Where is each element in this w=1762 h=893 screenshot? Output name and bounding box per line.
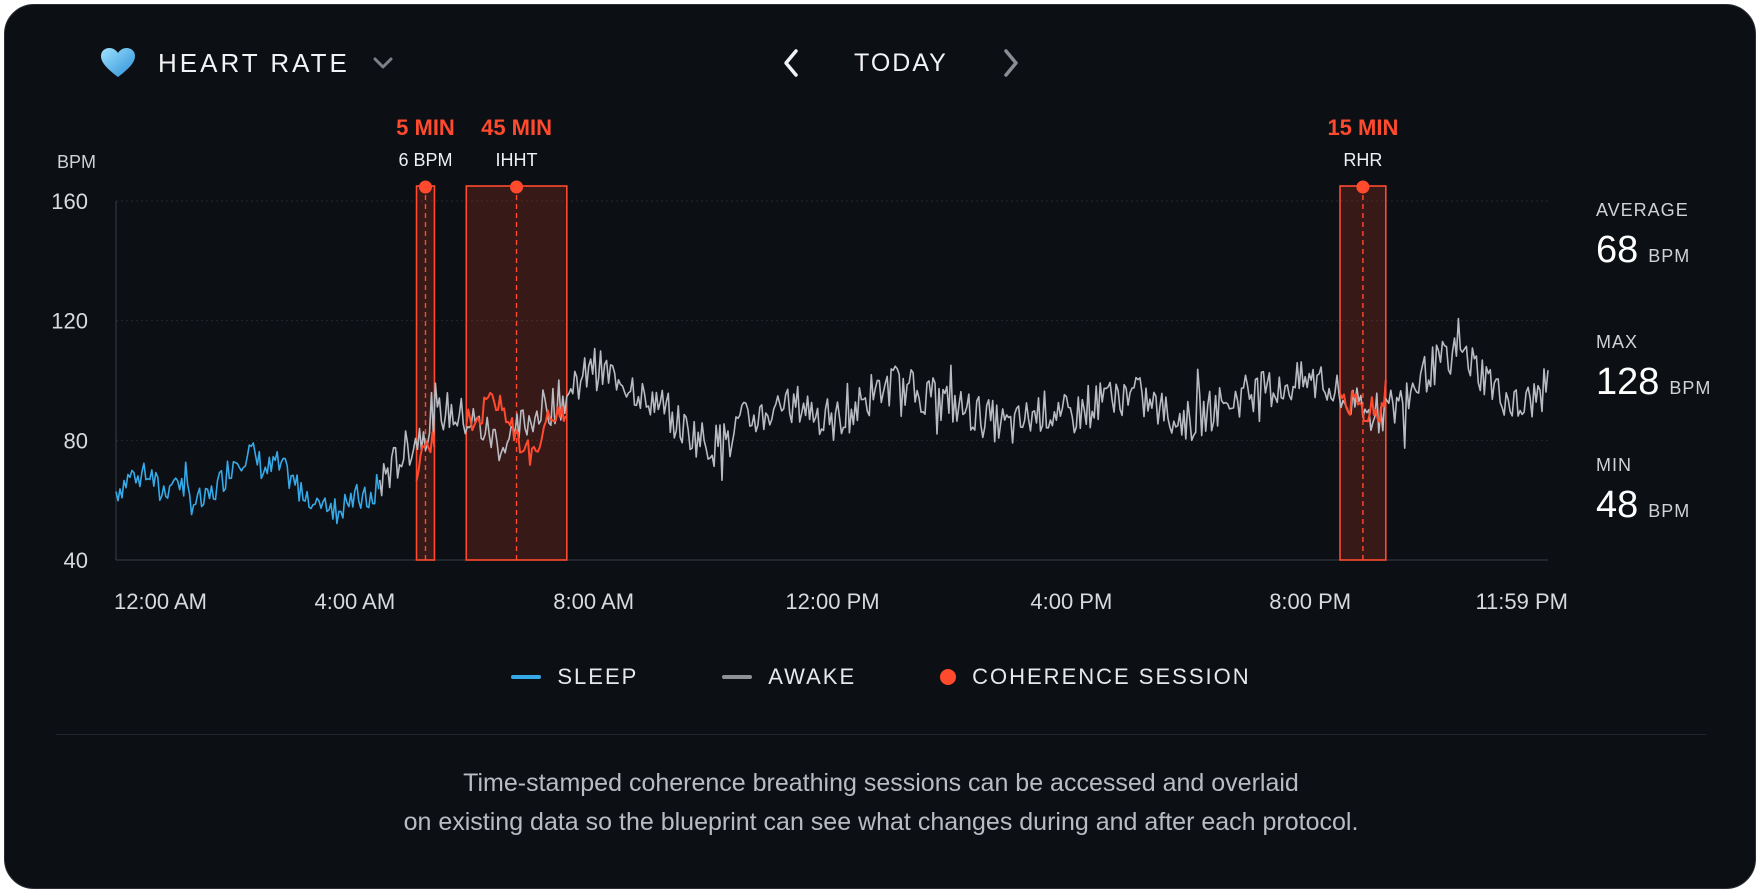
chevron-down-icon[interactable] (372, 56, 394, 70)
metric-selector[interactable]: HEART RATE (100, 38, 394, 88)
chart-grid (115, 200, 1548, 561)
session-duration-label: 5 MIN (396, 115, 455, 140)
x-tick-label: 8:00 AM (553, 589, 634, 614)
stat-min-unit: BPM (1648, 501, 1691, 521)
chart-legend: SLEEP AWAKE COHERENCE SESSION (0, 664, 1762, 690)
date-navigation: TODAY (780, 38, 1022, 88)
x-tick-label: 12:00 AM (114, 589, 207, 614)
y-axis-label: BPM (57, 152, 96, 172)
caption-line-1: Time-stamped coherence breathing session… (463, 769, 1299, 797)
legend-sleep: SLEEP (511, 664, 638, 690)
legend-coherence: COHERENCE SESSION (940, 664, 1251, 690)
stat-average: AVERAGE 68 BPM (1596, 200, 1756, 272)
chevron-left-icon[interactable] (780, 47, 802, 79)
session-trace-line (1339, 379, 1387, 424)
session-duration-label: 45 MIN (481, 115, 552, 140)
session-trace-line (415, 431, 436, 482)
stat-average-label: AVERAGE (1596, 200, 1689, 220)
session-type-label: IHHT (496, 150, 538, 170)
stat-average-unit: BPM (1648, 246, 1691, 266)
y-tick-label: 40 (64, 548, 88, 573)
session-type-label: RHR (1343, 150, 1382, 170)
stat-max-label: MAX (1596, 332, 1639, 352)
heart-rate-card (4, 4, 1756, 889)
session-type-label: 6 BPM (398, 150, 452, 170)
legend-sleep-label: SLEEP (557, 664, 639, 689)
divider (56, 734, 1706, 735)
stat-average-value: 68 (1596, 229, 1639, 271)
series-sleep-line (115, 442, 380, 525)
legend-sleep-swatch (511, 675, 542, 679)
session-band (1339, 185, 1387, 561)
axis-ticks: 160 120 80 40 12:00 AM 4:00 AM 8:00 AM 12:00 PM… (51, 189, 1568, 614)
legend-awake-swatch (722, 675, 753, 679)
y-tick-label: 160 (51, 189, 88, 214)
stat-min: MIN 48 BPM (1596, 455, 1756, 527)
session-trace-line (465, 391, 567, 466)
chevron-right-icon[interactable] (1000, 47, 1022, 79)
coherence-sessions: 5 MIN 6 BPM 45 MIN IHHT 15 MIN RHR (396, 115, 1398, 561)
stat-max-value: 128 (1596, 361, 1660, 403)
legend-coherence-label: COHERENCE SESSION (972, 664, 1251, 689)
metric-name: HEART RATE (158, 47, 350, 78)
session-marker-dot (418, 180, 432, 194)
caption-line-2: on existing data so the blueprint can se… (403, 808, 1359, 836)
legend-awake: AWAKE (722, 664, 856, 690)
x-tick-label: 4:00 PM (1030, 589, 1112, 614)
date-label: TODAY (854, 48, 948, 77)
chart-series (115, 317, 1549, 525)
heart-icon (101, 48, 135, 77)
x-tick-label: 8:00 PM (1269, 589, 1351, 614)
stat-min-label: MIN (1596, 455, 1632, 475)
legend-awake-label: AWAKE (768, 664, 857, 689)
y-tick-label: 120 (51, 309, 88, 334)
caption: Time-stamped coherence breathing session… (0, 764, 1762, 842)
stat-min-value: 48 (1596, 484, 1639, 526)
session-marker-dot (510, 180, 524, 194)
session-marker-dot (1356, 180, 1370, 194)
x-tick-label: 11:59 PM (1475, 589, 1568, 614)
stat-max-unit: BPM (1669, 378, 1712, 398)
y-tick-label: 80 (64, 428, 88, 453)
x-tick-label: 4:00 AM (314, 589, 395, 614)
legend-coherence-dot (940, 669, 957, 685)
session-duration-label: 15 MIN (1327, 115, 1398, 140)
stat-max: MAX 128 BPM (1596, 332, 1756, 404)
x-tick-label: 12:00 PM (785, 589, 879, 614)
session-band (465, 185, 568, 561)
